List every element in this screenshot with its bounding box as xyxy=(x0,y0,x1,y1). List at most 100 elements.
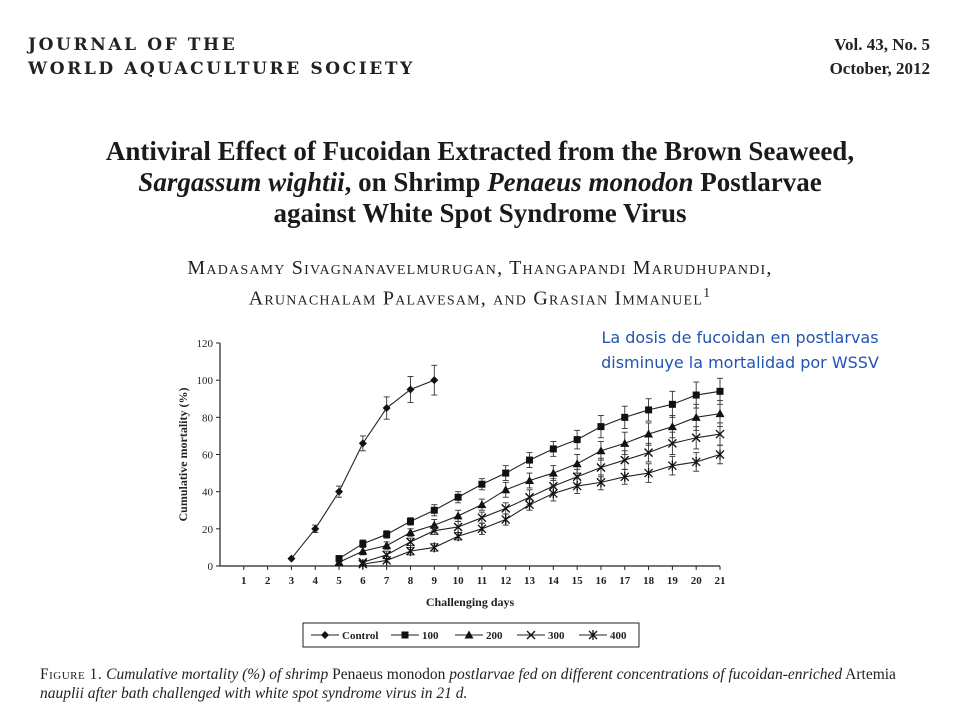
journal-name-line2: WORLD AQUACULTURE SOCIETY xyxy=(28,59,415,79)
data-point-200 xyxy=(334,557,344,566)
data-point-200 xyxy=(501,485,511,494)
x-tick-label: 16 xyxy=(595,575,607,587)
data-point-100 xyxy=(359,540,367,548)
data-point-100 xyxy=(716,387,724,395)
data-point-control xyxy=(287,554,296,563)
data-point-100 xyxy=(645,406,653,414)
x-tick-label: 7 xyxy=(384,575,390,587)
data-point-control xyxy=(406,385,415,394)
data-point-100 xyxy=(573,436,581,444)
data-point-200 xyxy=(382,541,392,550)
y-tick-label: 20 xyxy=(202,524,214,536)
x-tick-label: 21 xyxy=(715,575,726,587)
data-point-400 xyxy=(548,488,558,499)
x-tick-label: 17 xyxy=(619,575,631,587)
journal-name-line1: JOURNAL OF THE xyxy=(28,35,238,55)
x-tick-label: 11 xyxy=(477,575,487,587)
data-point-100 xyxy=(478,480,486,488)
data-point-400 xyxy=(382,555,392,566)
data-point-200 xyxy=(715,409,725,418)
legend-label: 300 xyxy=(548,630,565,642)
caption-organism: Artemia xyxy=(845,666,896,683)
data-point-300 xyxy=(667,438,677,448)
data-point-200 xyxy=(667,422,677,431)
note-line1: La dosis de fucoidan en postlarvas xyxy=(601,328,879,347)
data-point-300 xyxy=(715,429,725,439)
data-point-300 xyxy=(525,492,535,502)
title-mid: , on Shrimp xyxy=(344,167,488,197)
caption-part3: nauplii after bath challenged with white… xyxy=(40,685,468,702)
y-tick-label: 0 xyxy=(208,561,214,573)
x-tick-label: 6 xyxy=(360,575,366,587)
y-tick-label: 40 xyxy=(202,487,214,499)
legend-marker-control xyxy=(321,631,329,639)
data-point-300 xyxy=(620,455,630,465)
legend-marker-200 xyxy=(464,630,474,639)
caption-part1: Cumulative mortality (%) of shrimp xyxy=(106,666,329,683)
data-point-control xyxy=(358,439,367,448)
data-point-100 xyxy=(549,445,557,453)
title-line2: Sargassum wightii, on Shrimp Penaeus mon… xyxy=(60,167,900,198)
y-tick-label: 80 xyxy=(202,412,214,424)
series-line-400 xyxy=(362,453,721,565)
data-point-400 xyxy=(406,546,415,557)
title-host: Penaeus monodon xyxy=(487,167,694,197)
caption-species: Penaeus monodon xyxy=(332,666,446,683)
x-tick-label: 8 xyxy=(408,575,414,587)
data-point-100 xyxy=(406,517,414,525)
y-tick-label: 120 xyxy=(197,338,214,350)
data-point-100 xyxy=(383,530,391,538)
data-point-200 xyxy=(644,429,654,438)
x-tick-label: 12 xyxy=(500,575,512,587)
x-tick-label: 10 xyxy=(453,575,465,587)
data-point-400 xyxy=(501,514,511,525)
data-point-400 xyxy=(644,468,654,479)
data-point-400 xyxy=(715,449,725,460)
legend-label: Control xyxy=(342,630,378,642)
data-point-100 xyxy=(621,413,629,421)
y-tick-label: 60 xyxy=(202,450,214,462)
x-tick-label: 20 xyxy=(691,575,703,587)
authors-line1: Madasamy Sivagnanavelmurugan, Thangapand… xyxy=(187,257,773,279)
data-point-control xyxy=(382,404,391,413)
title-line1: Antiviral Effect of Fucoidan Extracted f… xyxy=(105,136,855,166)
journal-name: JOURNAL OF THE WORLD AQUACULTURE SOCIETY xyxy=(28,33,415,81)
x-tick-label: 9 xyxy=(432,575,438,587)
y-tick-label: 100 xyxy=(197,375,214,387)
data-point-control xyxy=(335,487,344,496)
data-point-400 xyxy=(572,481,582,492)
data-point-300 xyxy=(501,503,511,513)
legend-marker-300 xyxy=(526,630,536,640)
x-axis-label: Challenging days xyxy=(426,595,515,609)
x-tick-label: 13 xyxy=(524,575,536,587)
data-point-200 xyxy=(525,476,535,485)
data-point-200 xyxy=(477,500,487,509)
legend-marker-100 xyxy=(401,631,409,639)
x-tick-label: 5 xyxy=(336,575,342,587)
data-point-300 xyxy=(691,433,701,443)
issue-info: Vol. 43, No. 5 October, 2012 xyxy=(830,33,930,81)
x-tick-label: 1 xyxy=(241,575,247,587)
legend-label: 100 xyxy=(422,630,439,642)
data-point-400 xyxy=(691,456,701,467)
data-point-100 xyxy=(430,506,438,514)
data-point-400 xyxy=(525,499,534,510)
data-point-400 xyxy=(620,471,630,482)
note-line2: disminuye la mortalidad por WSSV xyxy=(601,353,879,372)
data-point-400 xyxy=(667,460,677,471)
data-point-100 xyxy=(597,423,605,431)
data-point-400 xyxy=(429,542,439,553)
data-point-control xyxy=(311,524,320,533)
data-point-200 xyxy=(405,528,415,537)
data-point-100 xyxy=(526,456,534,464)
data-point-200 xyxy=(691,412,701,421)
affiliation-mark: 1 xyxy=(703,286,712,301)
x-tick-label: 2 xyxy=(265,575,271,587)
authors-line2-text: Arunachalam Palavesam, and Grasian Imman… xyxy=(248,287,704,310)
article-title: Antiviral Effect of Fucoidan Extracted f… xyxy=(60,136,900,229)
author-list: Madasamy Sivagnanavelmurugan, Thangapand… xyxy=(100,256,860,312)
x-tick-label: 4 xyxy=(312,575,318,587)
data-point-300 xyxy=(453,522,463,532)
data-point-300 xyxy=(477,513,487,523)
data-point-200 xyxy=(358,546,368,555)
